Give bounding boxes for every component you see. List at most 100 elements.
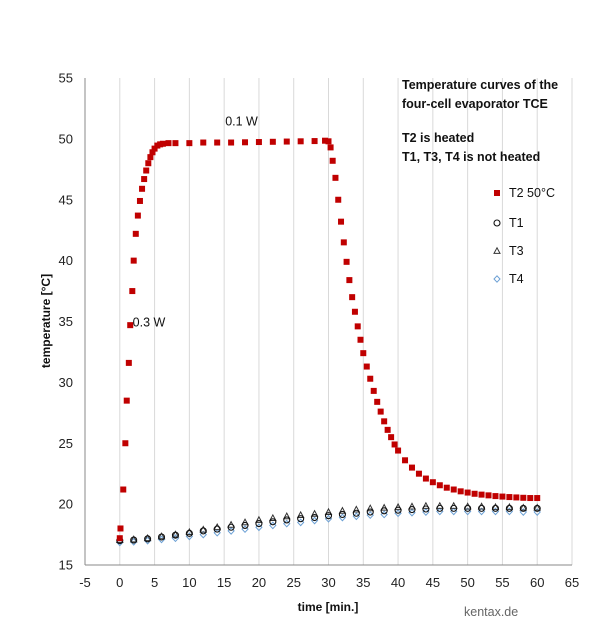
data-point <box>172 140 179 147</box>
data-point <box>370 387 377 394</box>
data-point <box>122 440 129 447</box>
y-tick-label: 40 <box>59 253 73 268</box>
data-point <box>519 504 527 512</box>
data-point <box>227 523 235 531</box>
data-point <box>381 418 388 425</box>
data-point <box>311 138 318 145</box>
data-point <box>485 492 492 499</box>
data-point <box>352 509 360 517</box>
data-point <box>408 506 416 514</box>
y-tick-label: 45 <box>59 192 73 207</box>
data-point <box>151 145 158 152</box>
data-point <box>171 530 180 538</box>
chart-title: Temperature curves of the four-cell evap… <box>402 78 558 164</box>
data-point <box>125 359 132 366</box>
data-point <box>322 137 329 144</box>
data-point <box>363 363 370 370</box>
data-point <box>283 138 290 145</box>
legend-marker <box>494 190 500 196</box>
data-point <box>143 167 150 174</box>
axes <box>84 78 572 566</box>
data-point <box>408 502 416 510</box>
data-point <box>349 294 356 301</box>
y-tick-label: 50 <box>59 131 73 146</box>
data-point <box>129 288 136 295</box>
data-point <box>457 488 464 495</box>
data-point <box>241 521 249 529</box>
legend-label: T3 <box>509 244 524 258</box>
data-point <box>436 504 444 512</box>
data-point <box>377 408 384 415</box>
data-point <box>132 230 139 237</box>
data-point <box>384 426 391 433</box>
x-tick-label: 10 <box>182 575 196 590</box>
data-point <box>335 196 342 203</box>
data-point <box>343 258 350 265</box>
data-point <box>391 441 398 448</box>
data-point <box>149 149 156 156</box>
y-tick-labels: 15 20 25 30 35 40 45 50 55 <box>59 71 73 573</box>
x-tick-label: 30 <box>321 575 335 590</box>
y-tick-label: 25 <box>59 436 73 451</box>
data-point <box>296 510 305 518</box>
data-point <box>360 350 367 357</box>
data-point <box>499 493 506 500</box>
data-point <box>415 470 422 477</box>
x-tick-label: -5 <box>79 575 91 590</box>
data-point <box>491 504 500 512</box>
data-point <box>338 510 346 519</box>
data-point <box>533 504 541 512</box>
legend-label: T4 <box>509 272 524 286</box>
x-tick-label: 25 <box>286 575 300 590</box>
data-point <box>228 139 235 146</box>
grid-lines <box>119 78 573 565</box>
data-point <box>136 197 143 204</box>
data-point <box>450 486 457 493</box>
data-point <box>338 506 347 514</box>
data-point <box>269 513 277 522</box>
data-point <box>282 512 291 520</box>
y-tick-label: 30 <box>59 375 73 390</box>
x-axis-label: time [min.] <box>298 600 359 614</box>
x-tick-label: 65 <box>565 575 579 590</box>
x-tick-label: 20 <box>252 575 266 590</box>
data-point <box>471 490 478 497</box>
data-point <box>199 527 207 535</box>
data-point <box>269 518 277 526</box>
data-point <box>354 323 361 330</box>
annotation-label: 0.1 W <box>225 114 258 128</box>
y-tick-label: 55 <box>59 71 73 86</box>
data-point <box>165 140 172 147</box>
legend: T2 50°C T1 T3 T4 <box>493 186 555 286</box>
data-point <box>520 494 527 501</box>
y-tick-label: 15 <box>59 558 73 573</box>
data-point <box>351 308 358 315</box>
y-tick-label: 35 <box>59 314 73 329</box>
title-line-2: four-cell evaporator TCE <box>402 97 548 111</box>
data-point <box>147 154 154 161</box>
data-point <box>422 475 429 482</box>
x-tick-label: 0 <box>116 575 123 590</box>
title-line-1: Temperature curves of the <box>402 78 558 92</box>
data-point <box>464 489 471 496</box>
data-point <box>324 507 333 515</box>
data-point <box>139 185 146 192</box>
x-tick-label: 15 <box>217 575 231 590</box>
data-point <box>144 535 152 543</box>
data-point <box>297 138 304 145</box>
legend-marker <box>493 275 501 283</box>
data-point <box>346 277 353 284</box>
x-tick-label: 55 <box>495 575 509 590</box>
data-point <box>324 512 333 520</box>
data-point <box>533 503 542 511</box>
data-point <box>325 138 332 145</box>
data-point <box>157 532 166 540</box>
data-point <box>283 516 291 524</box>
data-point <box>145 160 152 167</box>
x-tick-label: 45 <box>426 575 440 590</box>
data-point <box>143 533 152 542</box>
data-point <box>478 504 486 512</box>
data-point <box>506 494 513 501</box>
data-point <box>311 513 319 522</box>
